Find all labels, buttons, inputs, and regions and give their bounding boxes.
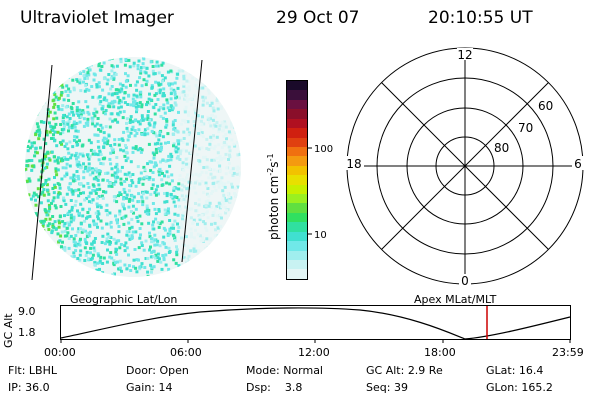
instrument-title: Ultraviolet Imager [20, 8, 174, 28]
lat-label-70: 70 [518, 121, 533, 135]
time-label: 20:10:55 UT [428, 8, 533, 28]
uv-earth-image [25, 57, 241, 281]
info-mode: Mode: Normal [246, 364, 323, 377]
altitude-timeline [60, 305, 571, 343]
colorbar-band [287, 212, 307, 223]
colorbar-band [287, 194, 307, 204]
colorbar-band [287, 90, 307, 100]
mlt-label-18: 18 [346, 157, 361, 171]
timeline-ytick-top: 9.0 [18, 305, 36, 318]
colorbar-band [287, 81, 307, 91]
colorbar-band [287, 118, 307, 129]
terminator-line-left [31, 64, 53, 281]
colorbar-band [287, 203, 307, 213]
colorbar-band [287, 165, 307, 176]
info-ip: IP: 36.0 [8, 381, 50, 394]
info-glat: GLat: 16.4 [486, 364, 544, 377]
colorbar-band [287, 231, 307, 242]
polar-grid: 12 18 6 0 60 70 80 [344, 47, 586, 288]
xtick-0600: 06:00 [170, 346, 202, 359]
colorbar-band [287, 222, 307, 232]
colorbar-band [287, 146, 307, 157]
colorbar-band [287, 137, 307, 147]
colorbar-band [287, 175, 307, 185]
colorbar-band [287, 241, 307, 251]
mlt-label-0: 0 [461, 274, 469, 288]
xtick-1200: 12:00 [298, 346, 330, 359]
terminator-line-right [181, 59, 203, 263]
colorbar [286, 80, 308, 280]
info-seq: Seq: 39 [366, 381, 408, 394]
timeline-right-title: Apex MLat/MLT [414, 293, 497, 306]
colorbar-band [287, 99, 307, 110]
colorbar-band [287, 109, 307, 119]
info-dsp: Dsp: 3.8 [246, 381, 303, 394]
info-flt: Flt: LBHL [8, 364, 57, 377]
info-glon: GLon: 165.2 [486, 381, 553, 394]
info-gc-alt: GC Alt: 2.9 Re [366, 364, 443, 377]
timeline-left-title: Geographic Lat/Lon [70, 293, 178, 306]
colorbar-label: photon cm-2s-1 [266, 153, 281, 240]
xtick-1800: 18:00 [424, 346, 456, 359]
colorbar-band [287, 184, 307, 195]
colorbar-band [287, 269, 307, 279]
lat-label-60: 60 [538, 99, 553, 113]
colorbar-ticks: 100 10 [308, 144, 333, 241]
date-label: 29 Oct 07 [276, 8, 360, 28]
colorbar-tick-100: 100 [314, 144, 333, 155]
colorbar-band [287, 250, 307, 261]
mlt-label-12: 12 [457, 48, 472, 62]
info-door: Door: Open [126, 364, 189, 377]
colorbar-band [287, 260, 307, 270]
colorbar-band [287, 128, 307, 138]
timeline-ylabel: GC Alt [2, 313, 15, 348]
colorbar-band [287, 156, 307, 166]
info-gain: Gain: 14 [126, 381, 173, 394]
xtick-2359: 23:59 [552, 346, 584, 359]
lat-label-80: 80 [494, 141, 509, 155]
colorbar-tick-10: 10 [314, 230, 327, 241]
timeline-ytick-bottom: 1.8 [18, 326, 36, 339]
mlt-label-6: 6 [574, 157, 582, 171]
xtick-0000: 00:00 [44, 346, 76, 359]
